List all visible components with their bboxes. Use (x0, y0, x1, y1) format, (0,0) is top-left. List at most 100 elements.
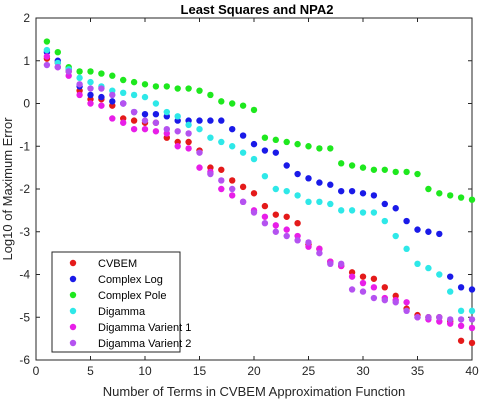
legend-marker (69, 307, 77, 315)
x-axis-label: Number of Terms in CVBEM Approximation F… (103, 384, 406, 399)
data-point (196, 117, 203, 124)
data-point (120, 119, 127, 126)
data-point (338, 187, 345, 195)
data-point (272, 211, 279, 218)
data-point (43, 46, 51, 54)
data-point (457, 316, 465, 323)
data-point (185, 138, 192, 146)
data-point (239, 198, 247, 206)
data-point (196, 164, 203, 171)
x-tick-label: 30 (356, 364, 370, 378)
legend-marker (69, 339, 77, 347)
chart-title: Least Squares and NPA2 (181, 2, 334, 17)
data-point (207, 117, 214, 124)
data-point (348, 207, 356, 214)
data-point (141, 81, 149, 88)
data-point (370, 192, 378, 199)
data-point (152, 83, 160, 90)
data-point (414, 226, 421, 233)
data-point (305, 175, 312, 182)
data-point (457, 307, 465, 315)
data-point (261, 172, 269, 180)
data-point (130, 78, 138, 86)
data-point (272, 136, 279, 144)
data-point (414, 170, 421, 178)
data-point (272, 222, 279, 229)
data-point (338, 260, 345, 268)
data-point (141, 93, 149, 101)
data-point (403, 307, 410, 315)
data-point (370, 284, 378, 291)
data-point (196, 125, 203, 133)
series-digamma (43, 46, 476, 315)
data-point (414, 314, 421, 321)
data-point (218, 117, 225, 124)
data-point (65, 68, 72, 75)
data-point (141, 117, 149, 124)
data-point (403, 168, 410, 176)
data-point (229, 125, 236, 133)
data-point (261, 134, 269, 141)
data-point (109, 72, 116, 79)
data-point (250, 106, 258, 114)
x-tick-label: 35 (411, 364, 425, 378)
data-point (436, 230, 443, 238)
data-point (163, 125, 170, 133)
data-point (294, 192, 301, 199)
data-point (392, 168, 399, 176)
legend-label: Digamma Varient 2 (98, 338, 191, 350)
data-point (305, 143, 312, 150)
data-point (359, 164, 367, 171)
data-point (130, 125, 138, 133)
data-point (348, 162, 356, 169)
data-point (218, 166, 225, 173)
data-point (468, 286, 476, 293)
data-point (229, 177, 236, 184)
data-point (185, 145, 192, 152)
legend-label: Complex Pole (98, 290, 166, 302)
data-point (163, 83, 170, 90)
data-point (447, 316, 454, 323)
legend-label: Digamma (98, 306, 146, 318)
data-point (370, 166, 378, 173)
data-point (283, 138, 290, 146)
x-tick-label: 40 (465, 364, 479, 378)
data-point (316, 198, 323, 206)
y-tick-label: -3 (19, 225, 30, 239)
legend-marker (69, 259, 77, 267)
y-ticks: 2 1 0 -1 -2 -3 -4 -5 -6 (19, 11, 472, 367)
data-point (425, 264, 432, 272)
data-point (370, 275, 378, 282)
data-point (87, 78, 94, 86)
y-tick-label: -4 (19, 268, 30, 282)
data-point (174, 143, 181, 150)
y-tick-label: 2 (23, 11, 30, 25)
data-point (98, 85, 105, 92)
data-point (327, 260, 334, 268)
data-point (447, 192, 454, 199)
data-point (316, 179, 323, 186)
data-point (87, 91, 94, 99)
data-point (120, 76, 127, 84)
data-point (152, 128, 160, 135)
series-complex-pole (43, 38, 476, 203)
data-point (348, 273, 356, 280)
data-point (370, 209, 378, 216)
x-tick-label: 10 (138, 364, 152, 378)
data-point (359, 273, 367, 280)
y-tick-label: -1 (19, 139, 30, 153)
data-point (447, 288, 454, 295)
data-point (196, 87, 203, 94)
data-point (403, 245, 410, 253)
data-point (272, 228, 279, 235)
data-point (425, 314, 432, 321)
data-point (185, 85, 192, 92)
data-point (218, 177, 225, 184)
x-tick-label: 25 (302, 364, 316, 378)
data-point (261, 202, 269, 210)
data-point (305, 198, 312, 206)
data-point (294, 220, 301, 227)
data-point (229, 143, 236, 150)
data-point (348, 187, 356, 195)
data-point (109, 98, 116, 105)
